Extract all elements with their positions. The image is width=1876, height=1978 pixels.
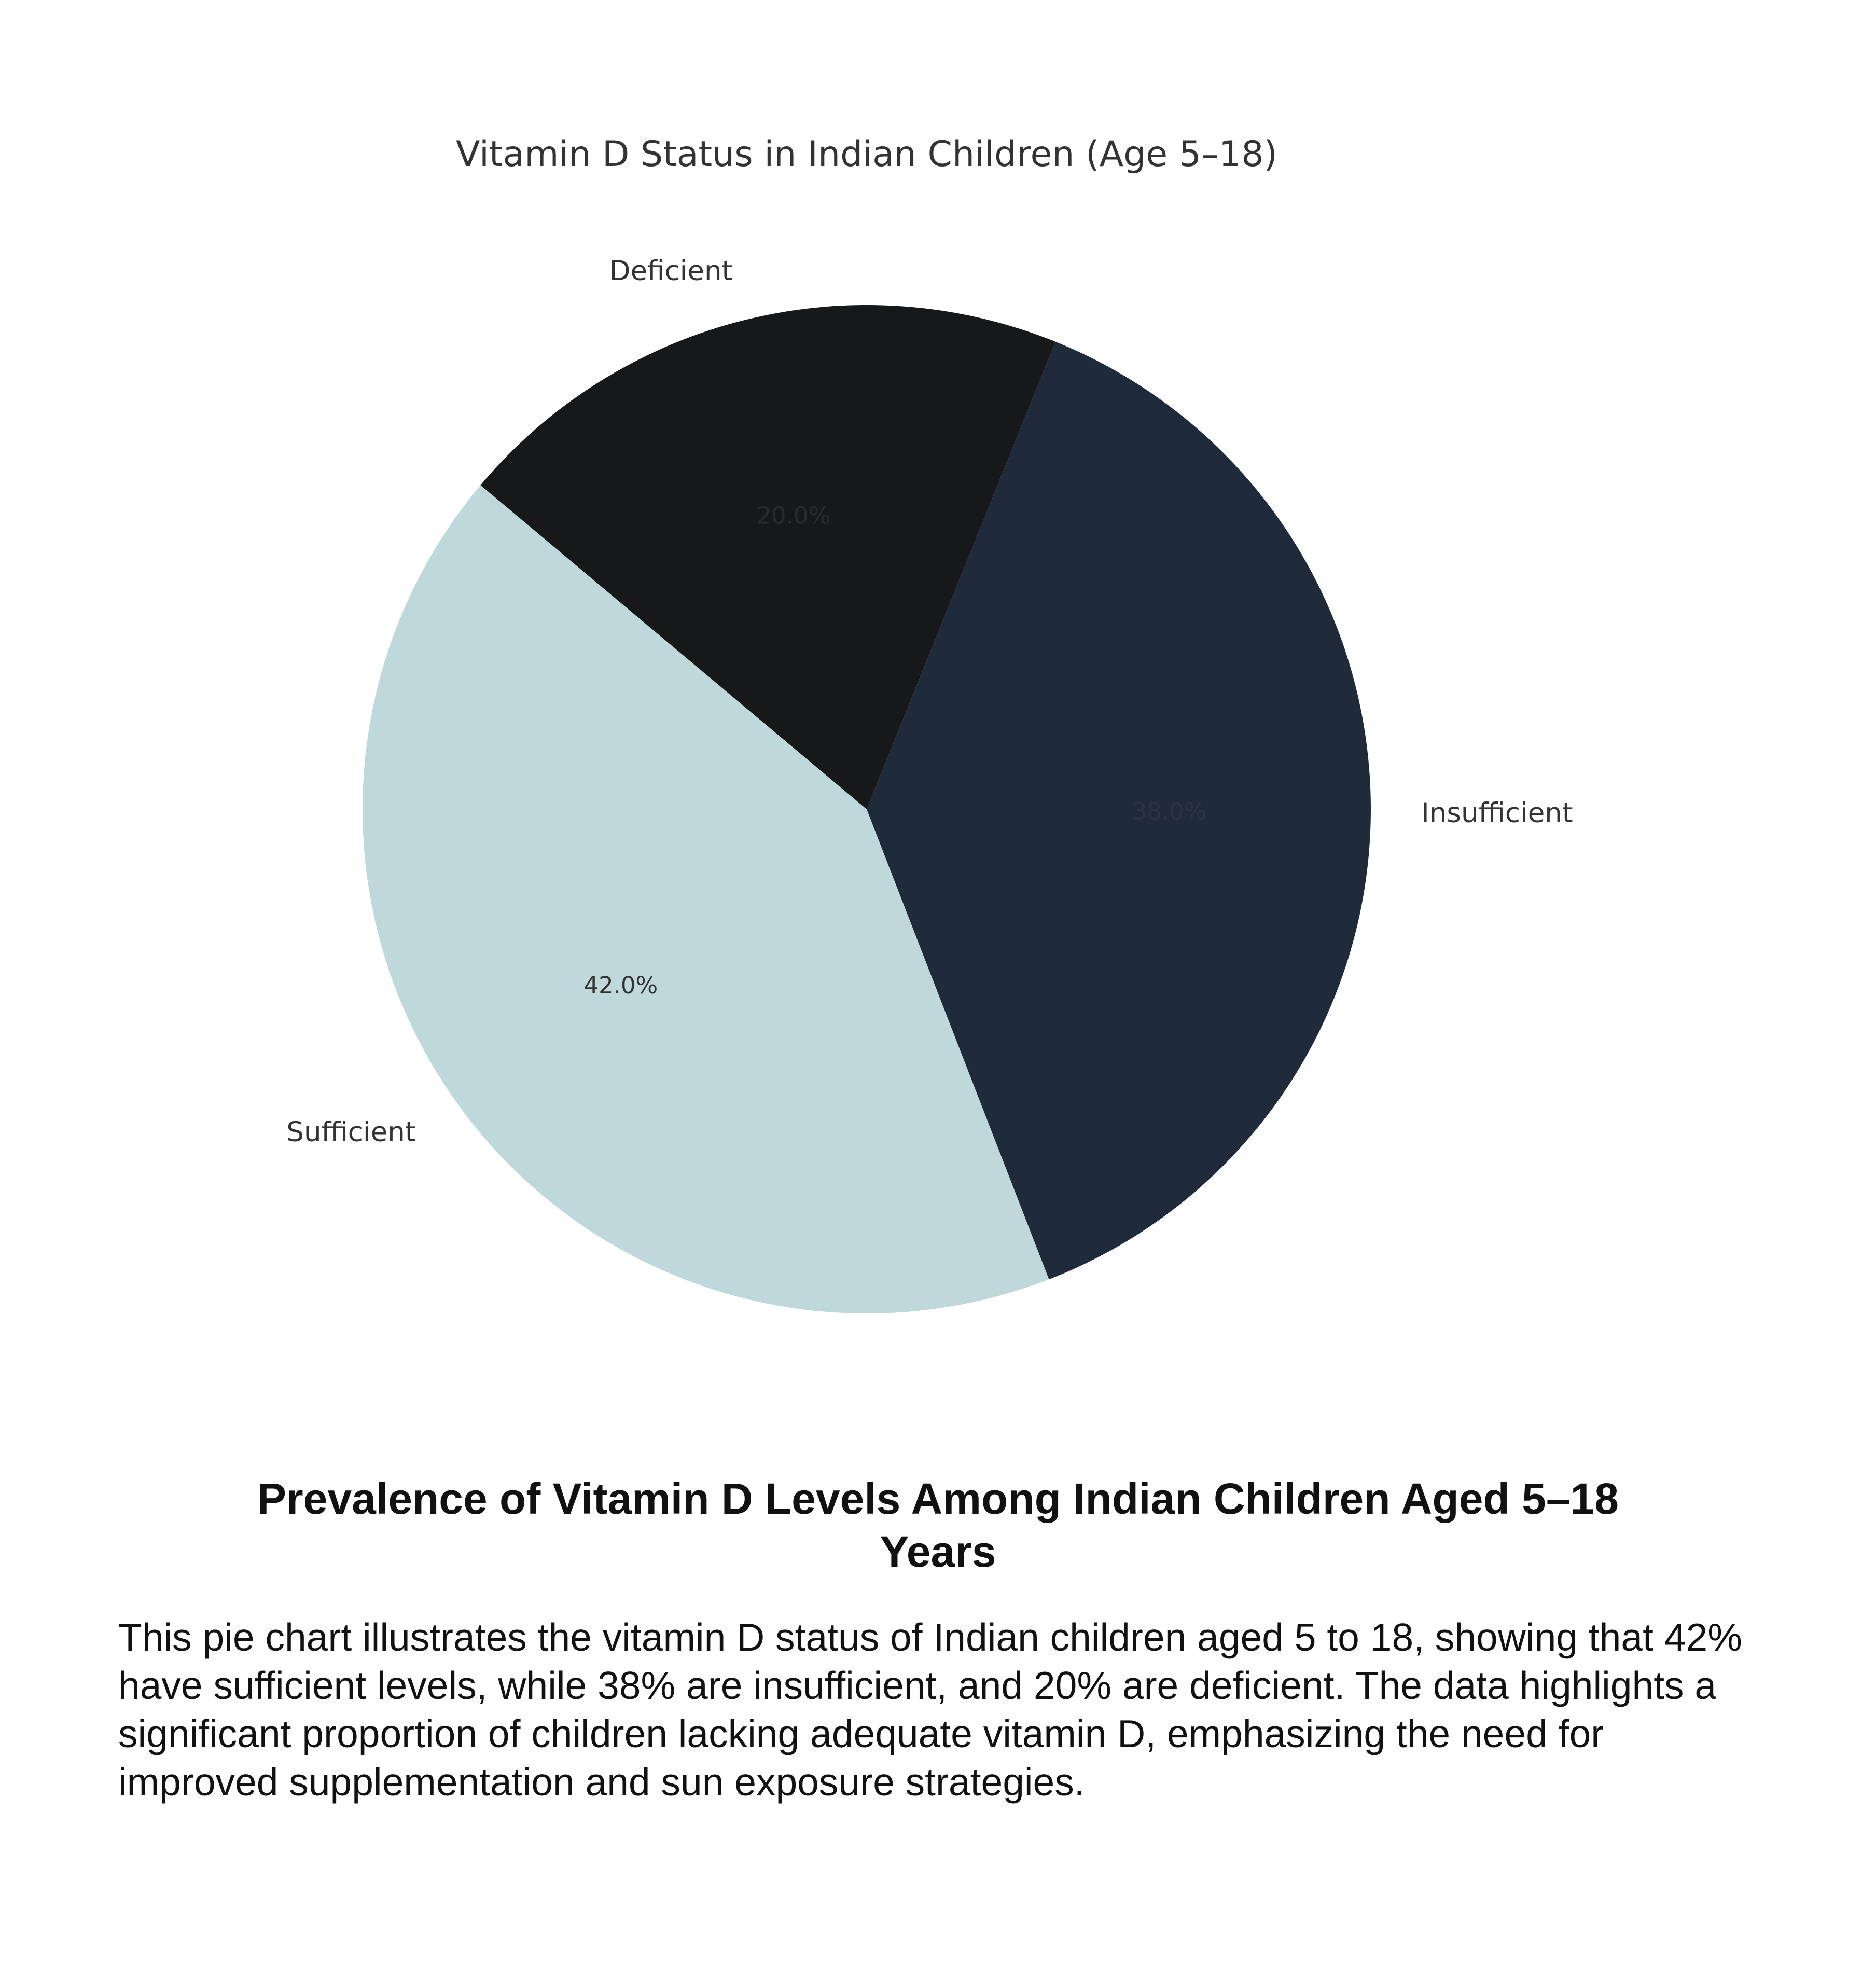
percent-label-deficient: 20.0% bbox=[756, 502, 830, 530]
percent-label-sufficient: 42.0% bbox=[583, 972, 658, 999]
chart-title: Vitamin D Status in Indian Children (Age… bbox=[456, 134, 1277, 175]
slice-labels: Sufficient Insufficient Deficient bbox=[286, 255, 1573, 1148]
pie-slices bbox=[363, 305, 1371, 1313]
pie-slice-deficient bbox=[480, 305, 1056, 809]
caption-title: Prevalence of Vitamin D Levels Among Ind… bbox=[257, 1474, 1619, 1576]
pie-slice-sufficient bbox=[363, 485, 1049, 1313]
pie-slice-insufficient bbox=[867, 341, 1371, 1280]
percent-label-insufficient: 38.0% bbox=[1132, 798, 1206, 825]
slice-label-sufficient: Sufficient bbox=[286, 1116, 415, 1148]
percent-labels: 42.0% 38.0% 20.0% bbox=[583, 502, 1206, 999]
caption-body: This pie chart illustrates the vitamin D… bbox=[118, 1615, 1742, 1804]
slice-label-insufficient: Insufficient bbox=[1421, 797, 1573, 829]
pie-chart: Vitamin D Status in Indian Children (Age… bbox=[286, 134, 1573, 1313]
slice-label-deficient: Deficient bbox=[609, 255, 733, 287]
caption: Prevalence of Vitamin D Levels Among Ind… bbox=[0, 1472, 1876, 1578]
